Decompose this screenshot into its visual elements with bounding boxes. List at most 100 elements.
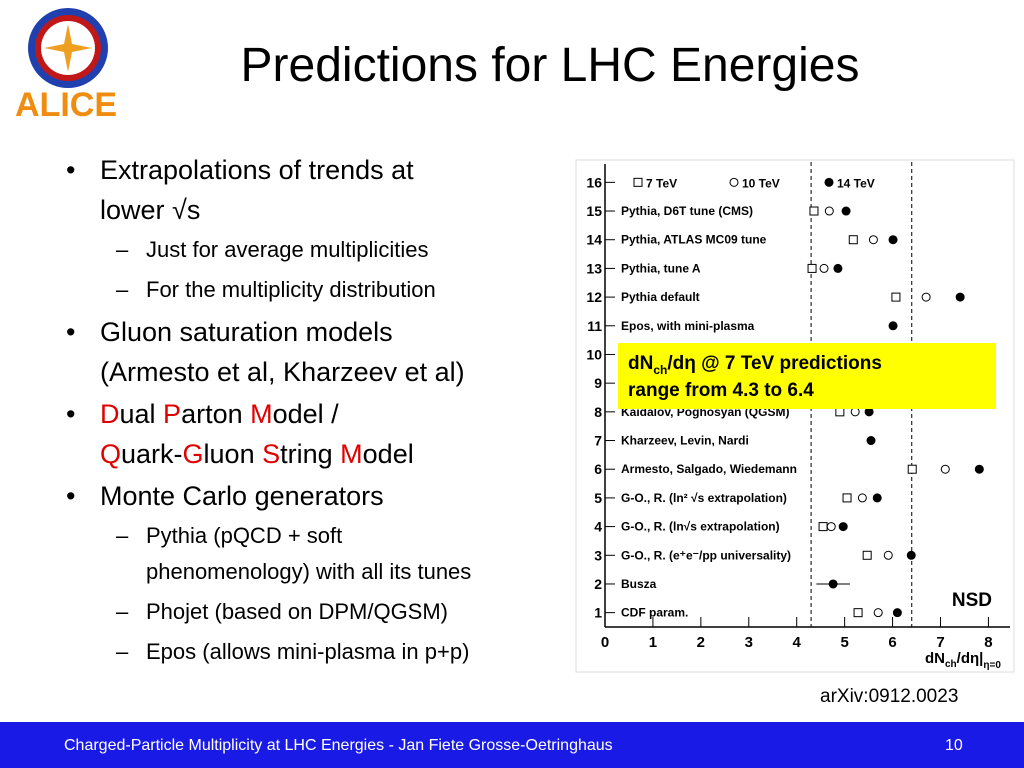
bullet: Extrapolations of trends at lower √s: [58, 150, 578, 230]
data-point: [807, 263, 817, 273]
data-point: [974, 464, 984, 474]
text-run: arton: [181, 399, 251, 429]
text-run: luon: [203, 439, 263, 469]
data-point: [850, 407, 860, 417]
data-point: [824, 206, 834, 216]
annotation: range from 4.3 to 6.4: [628, 380, 814, 401]
y-tick-label: 4: [594, 519, 602, 535]
y-tick-label: 11: [587, 318, 602, 334]
x-label-part: dN: [925, 650, 945, 667]
x-tick-label: 6: [888, 634, 896, 651]
data-point: [835, 407, 845, 417]
text-run: uark-: [121, 439, 183, 469]
text-line: phenomenology) with all its tunes: [146, 559, 472, 584]
data-point: [842, 493, 852, 503]
data-point: [940, 464, 950, 474]
data-point: [888, 235, 898, 245]
legend-label: 10 TeV: [742, 176, 780, 190]
row-label: Kharzeev, Levin, Nardi: [621, 434, 749, 448]
logo: ALICE: [15, 8, 117, 124]
sub-bullet: Just for average multiplicities: [58, 232, 578, 268]
row-label: Armesto, Salgado, Wiedemann: [621, 462, 797, 476]
annotation-text: /dη @ 7 TeV predictions: [667, 353, 882, 374]
data-point: [921, 292, 931, 302]
data-point: [883, 550, 893, 560]
source: arXiv:0912.0023: [820, 686, 959, 707]
y-tick-label: 3: [594, 547, 602, 563]
x-tick-label: 3: [745, 634, 753, 651]
x-label-sub: η=0: [983, 660, 1001, 671]
text-line: lower √s: [100, 195, 201, 225]
y-tick-label: 12: [586, 289, 602, 305]
data-point: [907, 464, 917, 474]
annotation-sub: ch: [653, 363, 667, 377]
data-point: [955, 292, 965, 302]
y-tick-label: 16: [586, 174, 602, 190]
x-tick-label: 2: [697, 634, 705, 651]
sub-bullet: Pythia (pQCD + soft phenomenology) with a…: [58, 518, 578, 590]
x-label-sub: ch: [945, 659, 957, 670]
text-run: D: [100, 399, 120, 429]
text-run: G: [182, 439, 204, 469]
legend-label: 7 TeV: [646, 176, 677, 190]
chart-frame: [575, 159, 1015, 673]
bullet-list: Extrapolations of trends at lower √s Just …: [58, 150, 578, 674]
row-label: CDF param.: [621, 606, 688, 620]
data-point: [864, 407, 874, 417]
text-line: (Armesto et al, Kharzeev et al): [100, 357, 465, 387]
data-point: [841, 206, 851, 216]
text-run: odel: [362, 439, 414, 469]
row-label: G-O., R. (ln² √s extrapolation): [621, 491, 787, 505]
y-tick-label: 5: [594, 490, 602, 506]
data-point: [892, 608, 902, 618]
logo-text: ALICE: [15, 86, 117, 124]
text-line: Gluon saturation models: [100, 317, 393, 347]
y-tick-label: 13: [586, 260, 602, 276]
text-line: Just for average multiplicities: [146, 237, 429, 262]
text-run: tring: [280, 439, 341, 469]
text-line: Monte Carlo generators: [100, 481, 384, 511]
row-label: G-O., R. (ln√s extrapolation): [621, 520, 780, 534]
text-run: ual: [119, 399, 164, 429]
row-label: Pythia default: [621, 290, 700, 304]
y-tick-label: 10: [586, 346, 602, 362]
page-number: 10: [945, 737, 963, 754]
data-point: [828, 579, 838, 589]
text-run: M: [340, 439, 363, 469]
annotation-text: dN: [628, 353, 653, 374]
footer: Charged-Particle Multiplicity at LHC Ene…: [0, 722, 1024, 768]
row-label: Busza: [621, 577, 657, 591]
y-tick-label: 6: [594, 461, 602, 477]
x-label-part: /dη|: [957, 650, 984, 667]
data-point: [888, 321, 898, 331]
text-line: Pythia (pQCD + soft: [146, 523, 343, 548]
data-point: [833, 263, 843, 273]
data-point: [819, 263, 829, 273]
annotation-box: [618, 343, 996, 409]
text-run: Q: [100, 439, 122, 469]
bullet: Gluon saturation models (Armesto et al, K…: [58, 312, 578, 392]
data-point: [826, 522, 836, 532]
data-point: [857, 493, 867, 503]
data-point: [809, 206, 819, 216]
data-point: [853, 608, 863, 618]
slide-title: Predictions for LHC Energies: [240, 39, 860, 92]
row-label: G-O., R. (e⁺e⁻/pp universality): [621, 548, 791, 562]
footer-text: Charged-Particle Multiplicity at LHC Ene…: [64, 737, 613, 754]
y-tick-label: 9: [594, 375, 602, 391]
bullet: Monte Carlo generators: [58, 476, 578, 516]
y-tick-label: 15: [586, 203, 602, 219]
y-tick-label: 7: [594, 433, 602, 449]
text-line: For the multiplicity distribution: [146, 277, 436, 302]
sub-bullet: Epos (allows mini-plasma in p+p): [58, 634, 578, 670]
x-axis-label: dNch/dη|η=0: [925, 650, 1001, 671]
x-tick-label: 7: [936, 634, 944, 651]
sub-bullet: Phojet (based on DPM/QGSM): [58, 594, 578, 630]
legend-marker: [729, 177, 739, 187]
x-tick-label: 0: [601, 634, 609, 651]
row-label: Pythia, D6T tune (CMS): [621, 204, 753, 218]
legend-label: 14 TeV: [837, 176, 875, 190]
x-tick-label: 4: [793, 634, 802, 651]
legend-marker: [824, 177, 834, 187]
